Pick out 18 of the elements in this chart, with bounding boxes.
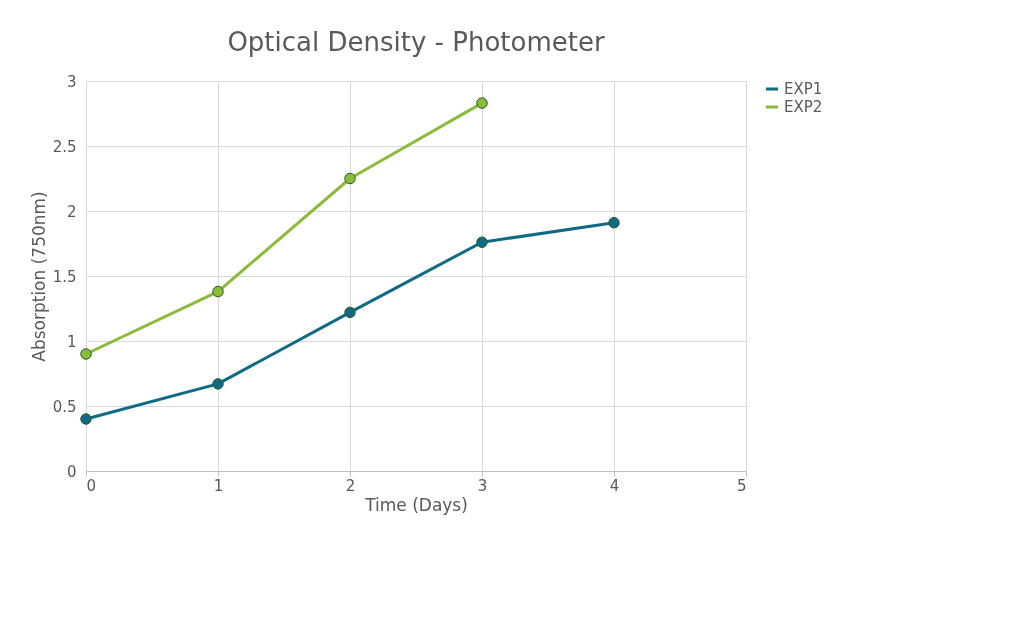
x-tick-label: 4 (609, 476, 620, 495)
x-axis-title: Time (Days) (364, 494, 468, 515)
x-tick-label: 1 (213, 476, 224, 495)
y-axis-title: Absorption (750nm) (28, 191, 49, 362)
y-tick-label: 1.5 (52, 267, 77, 286)
y-tick-label: 2 (66, 202, 77, 221)
x-tick-label: 3 (477, 476, 488, 495)
y-tick-label: 0 (66, 462, 77, 481)
y-tick-label: 3 (66, 72, 77, 91)
chart-title: Optical Density - Photometer (227, 27, 605, 57)
x-tick-label: 0 (86, 476, 97, 495)
x-tick-label: 2 (345, 476, 356, 495)
y-tick-label: 0.5 (52, 397, 77, 416)
legend-label: EXP1 (784, 80, 823, 98)
x-tick-label: 5 (736, 476, 747, 495)
legend-label: EXP2 (784, 98, 823, 116)
y-tick-label: 1 (66, 332, 77, 351)
y-tick-label: 2.5 (52, 137, 77, 156)
